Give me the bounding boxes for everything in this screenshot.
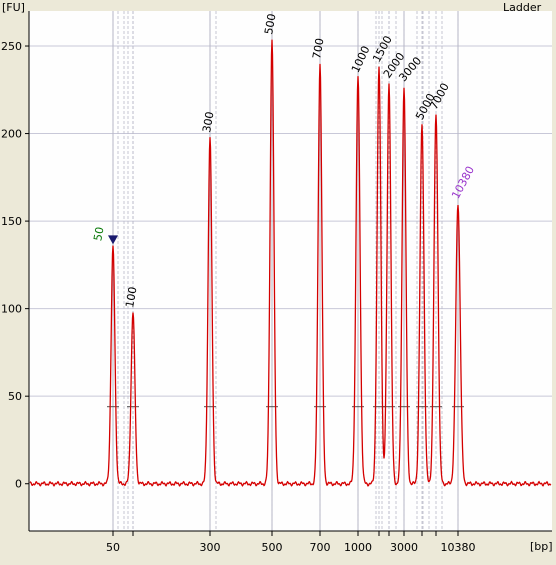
x-tick-label: 3000: [390, 541, 418, 554]
peak-label: 50: [91, 226, 106, 242]
y-axis-label: [FU]: [2, 1, 25, 14]
plot-area: [29, 11, 552, 531]
lower-marker-arrow-icon: [108, 235, 118, 245]
trace-line: [29, 39, 552, 487]
y-tick-label: 250: [1, 40, 22, 53]
x-tick-label: 500: [262, 541, 283, 554]
x-tick-label: 300: [200, 541, 221, 554]
ladder-lines: [112, 11, 459, 531]
peak-label: 500: [262, 13, 278, 36]
x-ticks: 50 300 500 700 1000 3000 10380: [106, 531, 476, 554]
y-tick-label: 100: [1, 303, 22, 316]
y-tick-label: 200: [1, 128, 22, 141]
peak-label: 700: [310, 37, 326, 60]
y-tick-label: 0: [15, 478, 22, 491]
x-tick-label: 10380: [441, 541, 476, 554]
x-tick-label: 50: [106, 541, 120, 554]
chart-title: Ladder: [503, 1, 542, 14]
y-tick-label: 150: [1, 215, 22, 228]
y-tick-label: 50: [8, 390, 22, 403]
x-tick-label: 700: [310, 541, 331, 554]
x-axis-label: [bp]: [530, 540, 553, 553]
y-ticks: 0 50 100 150 200 250: [1, 40, 29, 491]
x-tick-label: 1000: [344, 541, 372, 554]
peak-label: 100: [123, 286, 139, 309]
peak-label: 300: [200, 111, 216, 134]
